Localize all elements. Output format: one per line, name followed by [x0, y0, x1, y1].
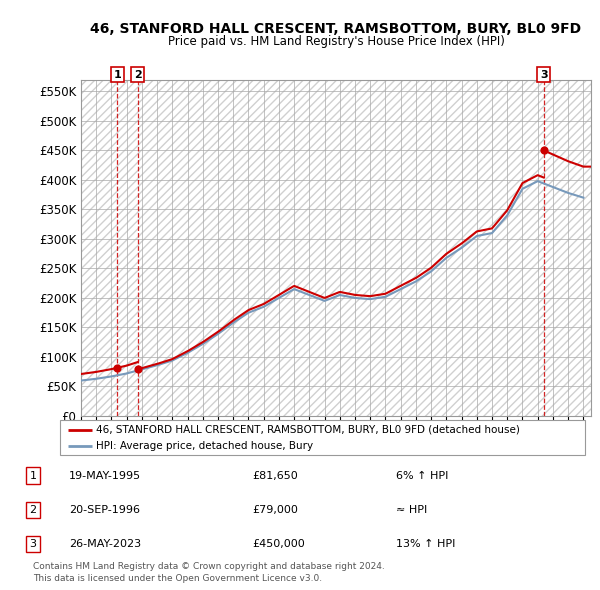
Text: 2: 2 [134, 70, 142, 80]
Text: ≈ HPI: ≈ HPI [396, 505, 427, 514]
Text: 46, STANFORD HALL CRESCENT, RAMSBOTTOM, BURY, BL0 9FD: 46, STANFORD HALL CRESCENT, RAMSBOTTOM, … [91, 22, 581, 37]
Text: 26-MAY-2023: 26-MAY-2023 [69, 539, 141, 549]
Text: 3: 3 [29, 539, 37, 549]
Text: 1: 1 [113, 70, 121, 80]
Text: Price paid vs. HM Land Registry's House Price Index (HPI): Price paid vs. HM Land Registry's House … [167, 35, 505, 48]
Text: 13% ↑ HPI: 13% ↑ HPI [396, 539, 455, 549]
Text: £450,000: £450,000 [252, 539, 305, 549]
Text: £81,650: £81,650 [252, 471, 298, 480]
Text: 20-SEP-1996: 20-SEP-1996 [69, 505, 140, 514]
Text: 19-MAY-1995: 19-MAY-1995 [69, 471, 141, 480]
Text: 3: 3 [540, 70, 548, 80]
Point [112, 363, 122, 372]
Text: HPI: Average price, detached house, Bury: HPI: Average price, detached house, Bury [96, 441, 313, 451]
Text: 46, STANFORD HALL CRESCENT, RAMSBOTTOM, BURY, BL0 9FD (detached house): 46, STANFORD HALL CRESCENT, RAMSBOTTOM, … [96, 425, 520, 435]
Text: £79,000: £79,000 [252, 505, 298, 514]
Point [133, 365, 142, 374]
FancyBboxPatch shape [60, 420, 585, 455]
Text: 2: 2 [29, 505, 37, 514]
Point [539, 146, 548, 155]
Text: 6% ↑ HPI: 6% ↑ HPI [396, 471, 448, 480]
Text: Contains HM Land Registry data © Crown copyright and database right 2024.
This d: Contains HM Land Registry data © Crown c… [33, 562, 385, 583]
Text: 1: 1 [29, 471, 37, 480]
